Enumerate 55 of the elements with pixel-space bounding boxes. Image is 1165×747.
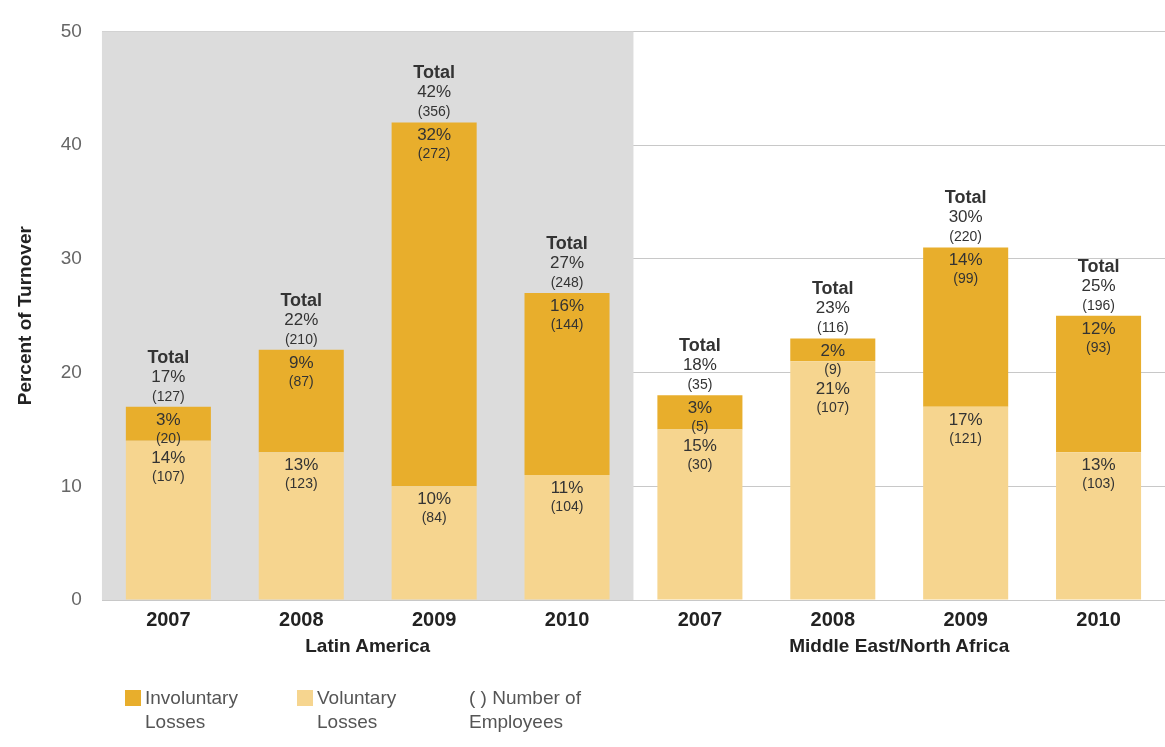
text: Middle East/North Africa: [789, 635, 1010, 656]
bar: [1056, 315, 1142, 453]
y-tick-label: 50: [60, 19, 82, 41]
x-tick-label: 2007: [677, 607, 723, 630]
bar: [1056, 452, 1142, 600]
y-axis-title: Percent of Turnover: [13, 225, 35, 406]
y-tick-label: 30: [60, 247, 82, 269]
bar: [923, 406, 1009, 600]
x-tick-label: 2007: [146, 607, 191, 630]
bar: [391, 122, 477, 487]
total-label: Total 27% (248): [546, 232, 588, 290]
data-label: 12% (93): [1081, 318, 1116, 355]
total-label: Total 18% (35): [679, 335, 721, 393]
data-label: 9% (87): [288, 352, 314, 389]
data-label: 11% (104): [550, 477, 584, 514]
bar: [391, 486, 477, 600]
data-label: 15% (30): [682, 436, 717, 473]
total-label: Total 25% (196): [1077, 255, 1120, 313]
total-label: Total 17% (127): [147, 346, 190, 404]
text: ( ) Number of Employees: [469, 686, 582, 734]
data-label: 17% (121): [948, 409, 983, 446]
y-tick-label: 0: [71, 588, 82, 610]
bar: [258, 452, 344, 600]
total-label: Total 22% (210): [280, 289, 323, 347]
y-tick-label: 10: [60, 474, 82, 496]
data-label: 14% (107): [151, 447, 186, 484]
x-tick-label: 2008: [279, 607, 324, 630]
data-label: 13% (123): [284, 455, 319, 492]
bar: [923, 247, 1009, 407]
bar: [524, 292, 610, 475]
data-label: 2% (9): [820, 341, 846, 378]
data-label: 10% (84): [417, 489, 452, 526]
x-tick-label: 2010: [1076, 607, 1121, 630]
bar: [790, 361, 876, 600]
x-tick-label: 2010: [544, 607, 590, 630]
bar: [790, 338, 876, 362]
legend-label: Involuntary Losses: [145, 686, 239, 734]
data-label: 32% (272): [417, 125, 452, 162]
y-tick-label: 20: [60, 360, 82, 382]
data-label: 21% (107): [815, 379, 850, 416]
x-tick-label: 2009: [411, 607, 457, 630]
total-label: Total 42% (356): [413, 62, 455, 120]
total-label: Total 23% (116): [811, 278, 854, 336]
bar: [524, 474, 610, 600]
legend-label: Voluntary Losses: [317, 686, 398, 734]
x-tick-label: 2008: [810, 607, 856, 630]
x-tick-label: 2009: [943, 607, 988, 630]
data-label: 13% (103): [1081, 455, 1116, 492]
data-label: 16% (144): [550, 295, 585, 332]
text: Latin America: [305, 635, 431, 656]
data-label: 3% (20): [155, 409, 181, 446]
total-label: Total 30% (220): [944, 187, 987, 245]
bar: [258, 349, 344, 453]
y-tick-label: 40: [60, 133, 82, 155]
data-label: 14% (99): [948, 250, 983, 287]
